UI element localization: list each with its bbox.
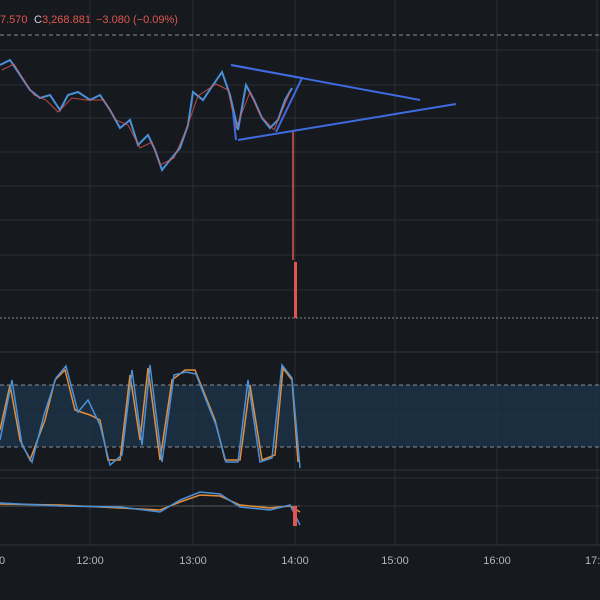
time-label: 16:00 <box>483 555 511 567</box>
price-series-down <box>1 63 291 166</box>
drop-candle <box>294 262 297 318</box>
time-axis: 0 12:00 13:00 14:00 15:00 16:00 17: <box>0 555 600 567</box>
stoch-band <box>0 385 600 447</box>
macd-line <box>0 491 301 526</box>
ohlc-change: −3.080 (−0.09%) <box>96 14 178 26</box>
ohlc-open: 7.570 <box>0 14 28 26</box>
time-label: 12:00 <box>76 555 104 567</box>
triangle-drawing <box>230 64 457 141</box>
time-label: 0 <box>0 555 5 567</box>
macd-hist-drop <box>293 506 297 526</box>
time-label: 17: <box>585 555 600 567</box>
stoch-k <box>0 363 301 469</box>
time-label: 13:00 <box>179 555 207 567</box>
time-label: 15:00 <box>381 555 409 567</box>
time-label: 14:00 <box>281 555 309 567</box>
ohlc-close-label: C <box>34 14 42 26</box>
ohlc-close: 3,268.881 <box>42 14 91 26</box>
